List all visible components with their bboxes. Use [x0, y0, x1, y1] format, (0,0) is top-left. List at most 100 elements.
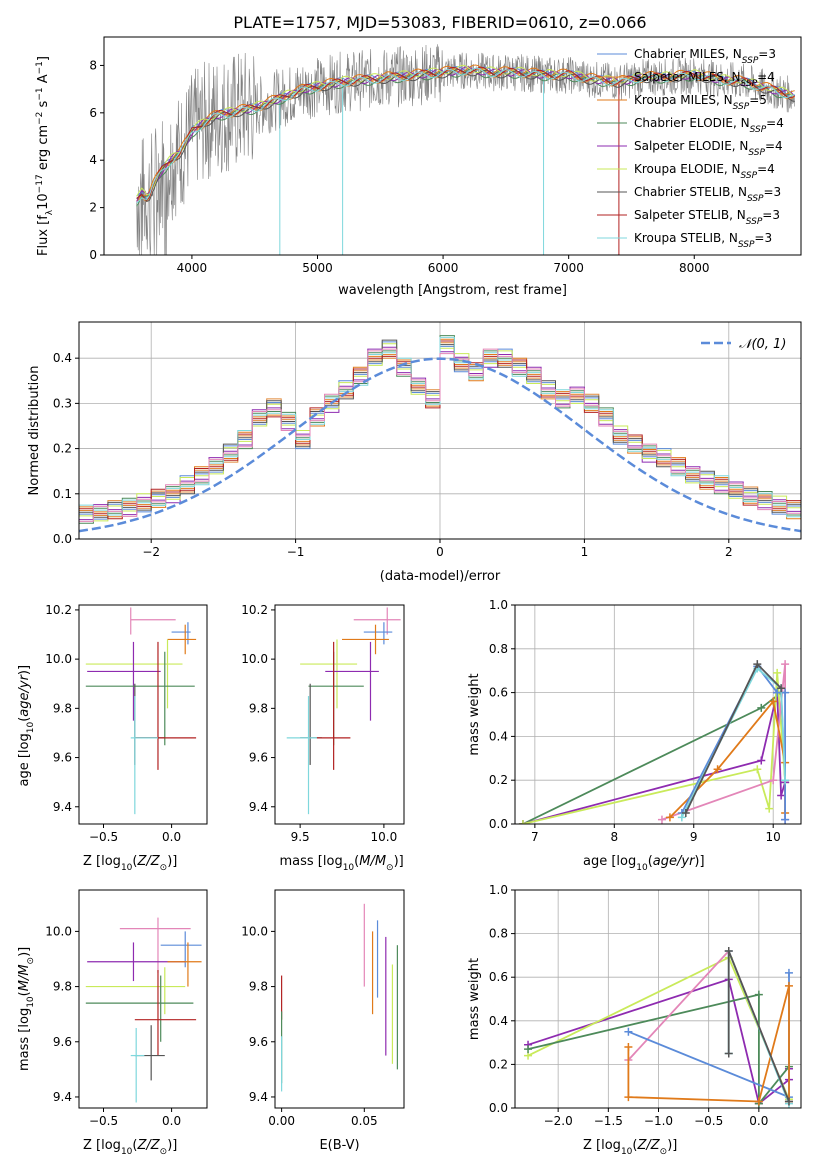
weight-marker	[713, 765, 722, 774]
weight-lines	[518, 660, 790, 824]
legend-entry: Salpeter MILES, NSSP=4	[634, 70, 775, 89]
label-part: SSP	[742, 56, 759, 66]
label-part: (	[132, 1138, 137, 1153]
label-part: M/M	[17, 964, 32, 991]
legend-entry: Salpeter STELIB, NSSP=3	[634, 208, 780, 227]
label-part: M/M	[359, 854, 386, 869]
label-part: age/yr	[653, 854, 696, 869]
y-tick-label: 0.2	[53, 442, 72, 456]
weight-marker	[781, 688, 790, 697]
x-tick-label: 0	[436, 545, 444, 559]
y-tick-label: 10.0	[241, 652, 268, 666]
label-part: SSP	[750, 125, 767, 135]
y-tick-label: 0.3	[53, 396, 72, 410]
label-part: ]	[36, 56, 51, 61]
weight-line-chabrier_elodie	[527, 993, 790, 1107]
legend-entry: Chabrier STELIB, NSSP=3	[634, 185, 781, 204]
weight-marker	[777, 791, 786, 800]
x-axis-label: mass [log10(M/M⊙)]	[280, 854, 404, 873]
x-axis-label: Z [log10(Z/Z⊙)]	[83, 854, 177, 873]
label-part: (	[648, 854, 653, 869]
label-part: )]	[167, 1138, 177, 1153]
label-part: Kroupa MILES, N	[634, 93, 733, 107]
y-tick-label: 9.6	[53, 1035, 72, 1049]
legend-entry: Kroupa ELODIE, NSSP=4	[634, 162, 775, 181]
x-tick-label: −1.5	[594, 1114, 623, 1128]
weight-marker	[753, 660, 762, 669]
label-part: SSP	[747, 194, 764, 204]
weight-marker	[773, 688, 782, 697]
weight-marker	[757, 756, 766, 765]
label-part: =4	[757, 70, 775, 84]
weight-marker	[765, 804, 774, 813]
errorbars	[85, 917, 202, 1103]
label-part: )]	[394, 854, 404, 869]
label-part: Z/Z	[136, 854, 160, 869]
weight-marker	[773, 668, 782, 677]
axes-frame	[78, 889, 208, 1109]
y-tick-label: 9.6	[249, 751, 268, 765]
x-tick-label: 8000	[679, 261, 710, 275]
y-tick-label: 0.2	[489, 773, 508, 787]
label-part: Z [log	[83, 854, 121, 869]
weight-marker	[677, 813, 686, 822]
weight-marker	[724, 947, 733, 956]
weight-marker	[681, 809, 690, 818]
spectrum-panel: 4000 5000 6000 7000 8000 0 2 4 6 8 wavelength [Ang…	[35, 36, 802, 298]
y-axis-label: Normed distribution	[27, 366, 42, 496]
y-tick-label: 0.6	[489, 686, 508, 700]
label-part: 10	[36, 193, 51, 210]
model-line	[136, 67, 795, 204]
weight-marker	[754, 1097, 763, 1106]
x-axis-label: age [log10(age/yr)]	[583, 854, 705, 873]
weight-marker	[754, 990, 763, 999]
label-part: −1	[35, 87, 45, 100]
label-part: SSP	[741, 79, 758, 89]
x-tick-label: −0.5	[89, 1114, 118, 1128]
label-part: )]	[667, 1138, 677, 1153]
x-tick-label: 10	[766, 830, 781, 844]
label-part: )]	[167, 854, 177, 869]
label-part: =3	[758, 47, 776, 61]
residuals-panel: −2 −1 0 1 2 0.0 0.1 0.2 0.3 0.4 (data-model)/error…	[27, 321, 802, 584]
label-part: Chabrier MILES, N	[634, 47, 742, 61]
y-tick-label: 10.2	[45, 603, 72, 617]
weight-marker	[769, 697, 778, 706]
label-part: 10	[621, 1147, 633, 1157]
label-part: SSP	[738, 240, 755, 250]
x-tick-label: −0.5	[694, 1114, 723, 1128]
y-tick-label: 10.0	[241, 924, 268, 938]
label-part: 10	[121, 1147, 133, 1157]
weight-marker	[657, 815, 666, 824]
histograms	[79, 335, 801, 533]
spectrum-data	[136, 44, 796, 255]
label-part: (	[17, 991, 32, 996]
label-part: mass [log	[280, 854, 343, 869]
y-tick-label: 9.6	[249, 1035, 268, 1049]
y-tick-label: 9.8	[53, 701, 72, 715]
x-tick-label: 2	[725, 545, 733, 559]
label-part: Z/Z	[136, 1138, 160, 1153]
label-part: Z/Z	[636, 1138, 660, 1153]
label-part: =4	[766, 116, 784, 130]
weight-line-kroupa_elodie	[522, 672, 786, 824]
label-part: ⊙	[386, 863, 394, 873]
weight-marker	[624, 1027, 633, 1036]
axes-frame	[514, 604, 802, 825]
y-axis-label: Flux [fλ10−17 erg cm−2 s−1 A−1]	[35, 56, 55, 256]
axes-frame	[103, 36, 802, 256]
label-part: mass [log	[17, 1008, 32, 1071]
y-tick-label: 10.0	[45, 652, 72, 666]
x-tick-label: 7	[531, 830, 539, 844]
y-tick-label: 10.2	[241, 603, 268, 617]
histogram-chabrier_miles	[79, 341, 801, 520]
label-part: SSP	[748, 148, 765, 158]
axes-frame	[78, 604, 208, 825]
label-part: Salpeter STELIB, N	[634, 208, 746, 222]
y-tick-label: 1.0	[489, 598, 508, 612]
y-tick-label: 0.4	[489, 1014, 508, 1028]
y-tick-label: 0.1	[53, 487, 72, 501]
label-part: Chabrier ELODIE, N	[634, 116, 750, 130]
label-part: −2	[35, 112, 45, 125]
